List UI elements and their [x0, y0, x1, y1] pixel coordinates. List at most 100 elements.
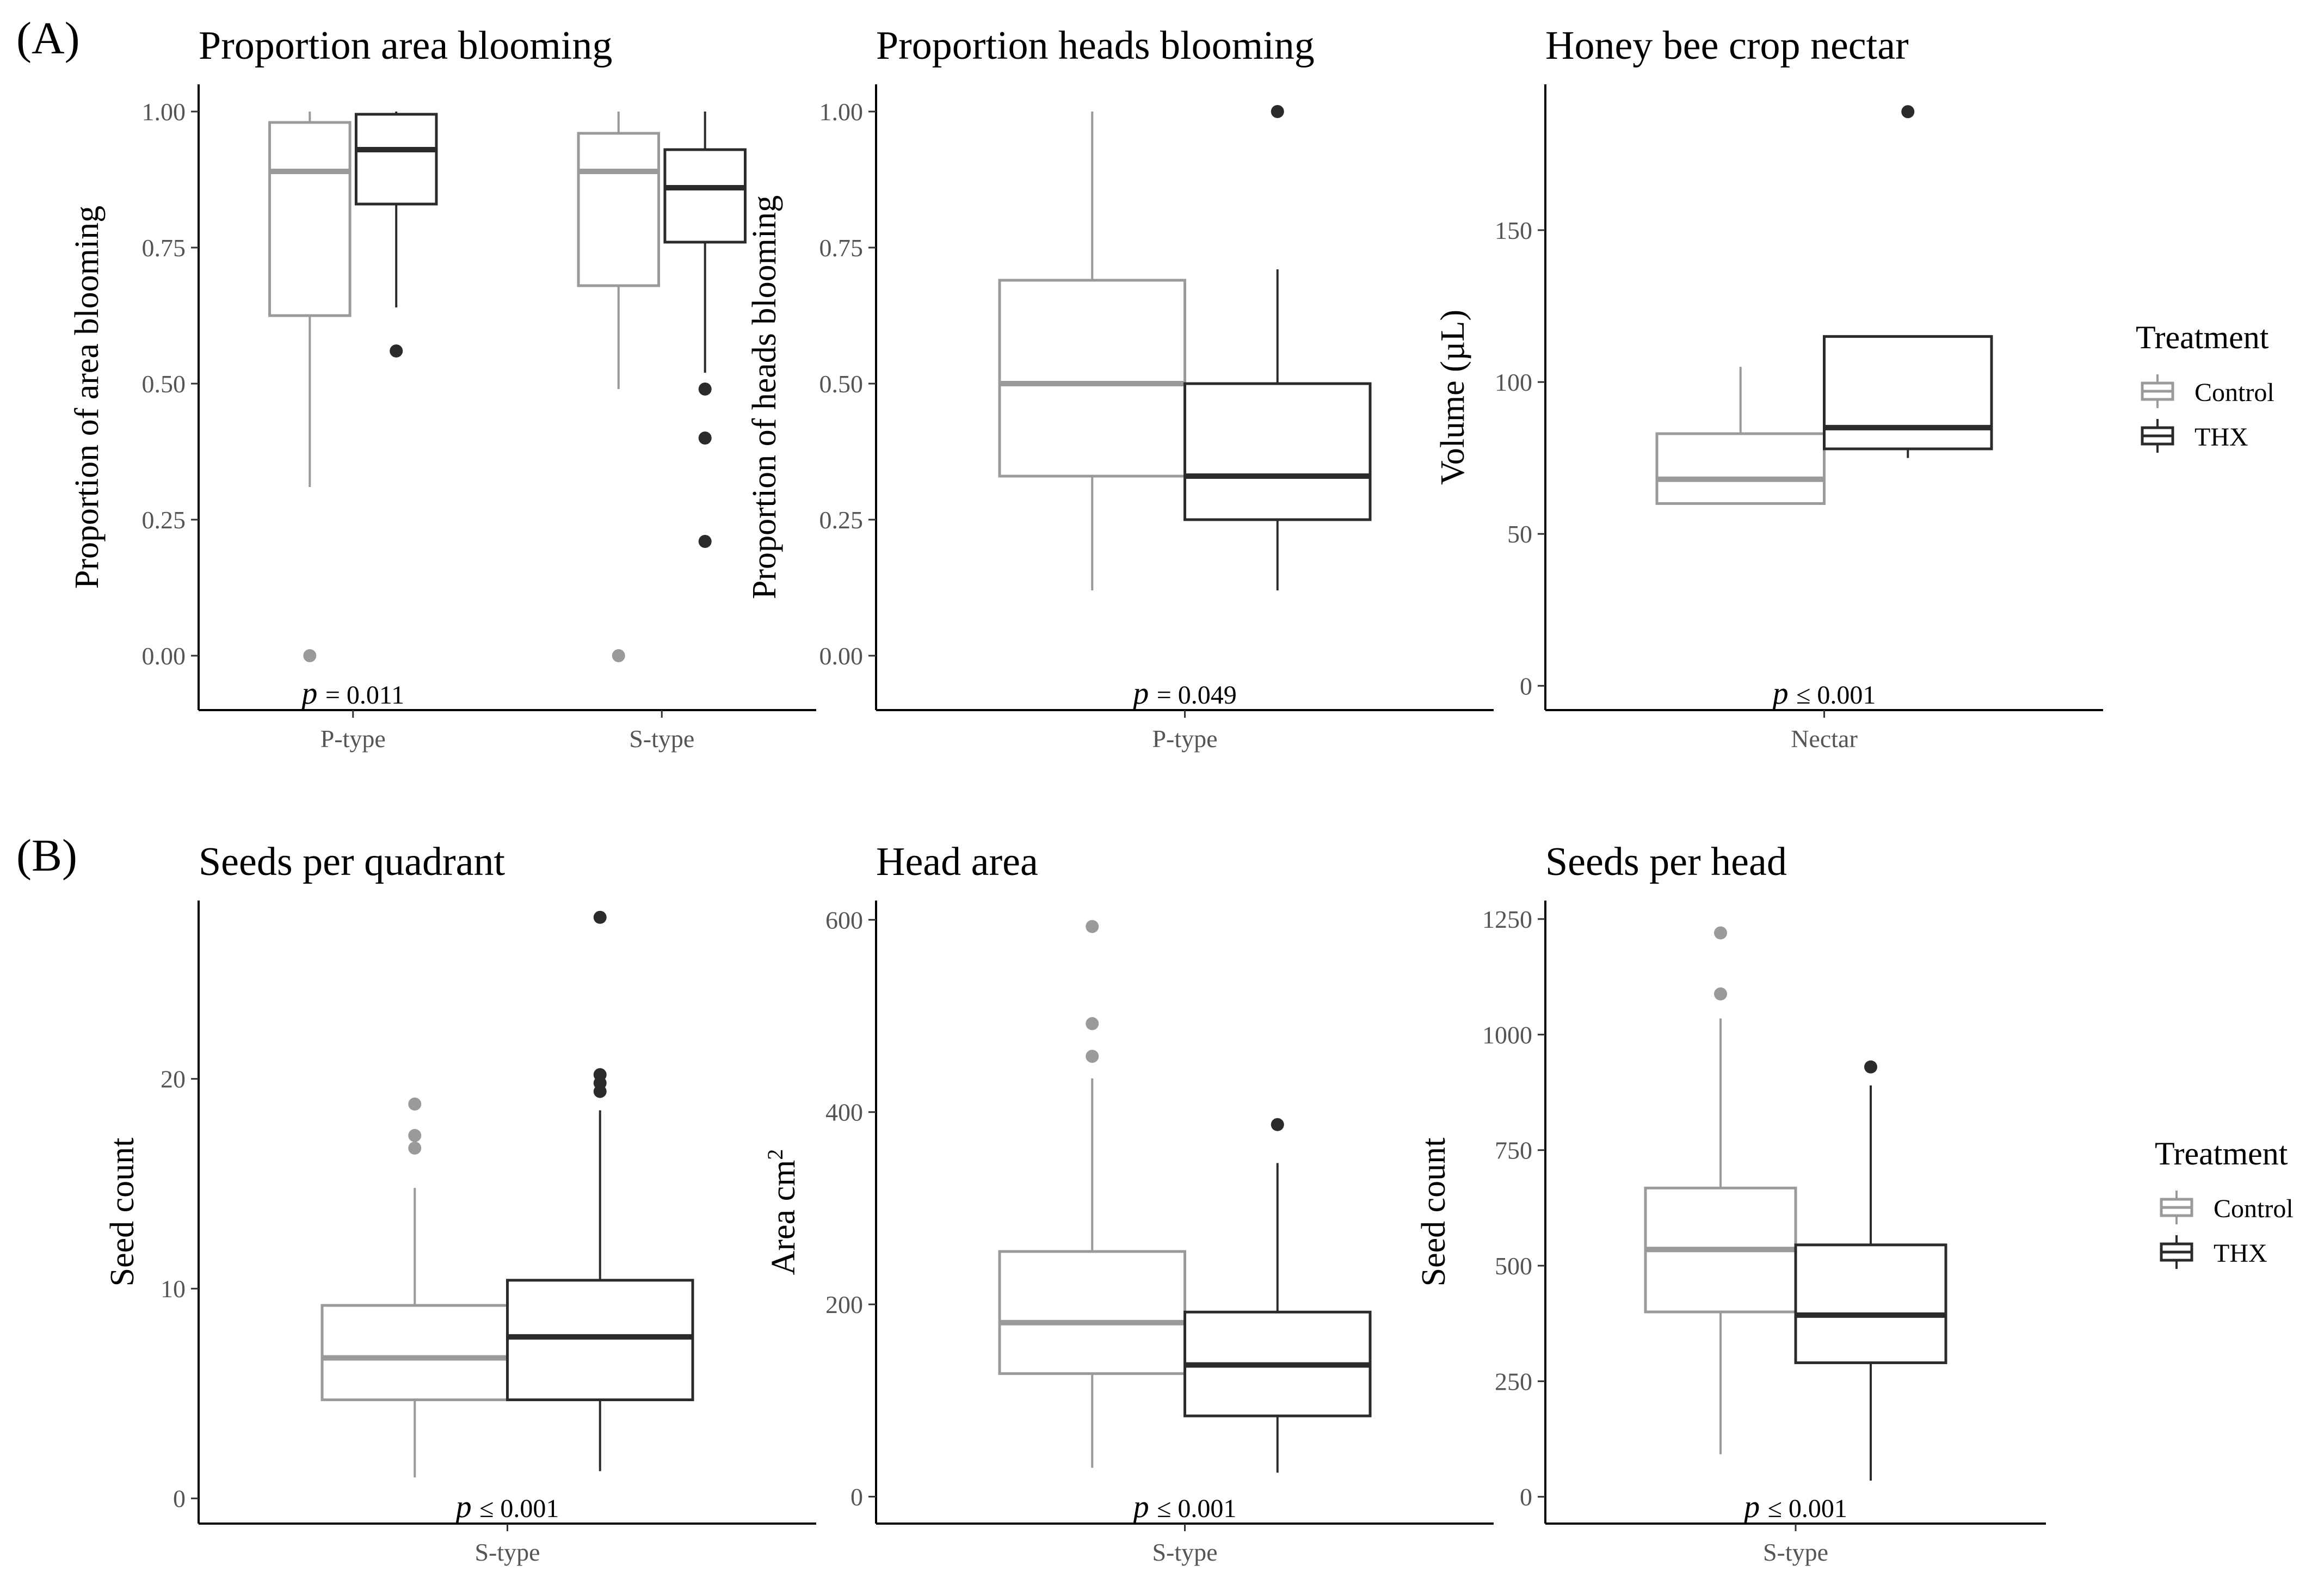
y-tick-label: 1.00 — [819, 98, 864, 126]
plot-4: Seeds per quadrant 0 10 20 Seed count S-type p… — [104, 840, 816, 1566]
plot-5: Head area 0 200 400 600 Area cm2 S-type p ≤ 0.0… — [763, 840, 1494, 1566]
plot-title: Seeds per head — [1545, 840, 1787, 884]
panel-label-b: (B) — [16, 830, 77, 881]
y-tick-label: 0.75 — [142, 234, 186, 262]
box-control-s-type — [320, 1097, 509, 1478]
legend-label-thx-b: THX — [2214, 1239, 2267, 1268]
plot-6: Seeds per head 0 250 500 750 1000 1250 Seed cou… — [1415, 840, 2046, 1566]
box-control-p-type — [998, 112, 1186, 590]
box — [663, 148, 747, 244]
legend-label-control: Control — [2194, 378, 2274, 407]
x-tick-label: Nectar — [1791, 725, 1858, 753]
p-value-symbol: p — [1131, 675, 1157, 711]
p-value-symbol: p — [299, 675, 325, 711]
y-tick-label: 0.50 — [819, 370, 864, 398]
y-tick-label: 0 — [173, 1485, 186, 1513]
y-tick-label: 1250 — [1482, 905, 1532, 933]
box — [577, 132, 661, 287]
legend-title-b: Treatment — [2155, 1136, 2288, 1172]
p-value-label: p = 0.011 — [299, 675, 404, 711]
plot-title: Proportion heads blooming — [876, 23, 1315, 68]
y-tick-label: 0 — [1520, 1483, 1532, 1511]
outlier-point — [1086, 1050, 1099, 1063]
outlier-point — [408, 1141, 422, 1155]
y-tick-label: 0 — [850, 1483, 863, 1511]
box — [998, 279, 1186, 478]
y-tick-label: 0 — [1520, 672, 1532, 700]
legend-title: Treatment — [2136, 319, 2269, 355]
box-control-s-type — [998, 920, 1186, 1468]
box — [1823, 335, 1993, 451]
x-tick-label: S-type — [1152, 1538, 1217, 1566]
p-value-label: p = 0.049 — [1131, 675, 1237, 711]
p-value-text: = 0.049 — [1157, 681, 1237, 710]
y-axis-title: Area cm2 — [763, 1149, 803, 1275]
y-tick-label: 150 — [1495, 217, 1532, 244]
plot-2: Proportion heads blooming 0.00 0.25 0.50 0.7… — [746, 23, 1494, 753]
y-tick-label: 10 — [161, 1275, 186, 1303]
p-value-text: ≤ 0.001 — [479, 1494, 559, 1523]
plot-3: Honey bee crop nectar 0 50 100 150 Volume (µL… — [1434, 23, 2103, 753]
plot-1: Proportion area blooming 0.00 0.25 0.50 0.75… — [69, 23, 816, 753]
box-control-s-type — [1644, 926, 1797, 1454]
outlier-point — [1086, 1017, 1099, 1031]
outlier-point — [1271, 1118, 1284, 1131]
y-tick-label: 0.25 — [819, 506, 864, 534]
outlier-point — [1086, 920, 1099, 933]
p-value-label: p ≤ 0.001 — [1771, 675, 1876, 711]
legend-bottom: Treatment Control THX — [2155, 1136, 2294, 1269]
box — [1655, 432, 1826, 505]
plot-title: Seeds per quadrant — [199, 840, 505, 884]
y-tick-label: 1000 — [1482, 1021, 1532, 1049]
y-tick-label: 0.25 — [142, 506, 186, 534]
box-control-nectar — [1655, 367, 1826, 505]
y-tick-label: 0.75 — [819, 234, 864, 262]
y-tick-label: 250 — [1495, 1367, 1532, 1395]
p-value-text: ≤ 0.001 — [1768, 1494, 1847, 1523]
y-tick-label: 400 — [825, 1099, 863, 1126]
outlier-point — [698, 535, 712, 548]
box — [998, 1250, 1186, 1375]
y-tick-label: 500 — [1495, 1252, 1532, 1280]
box — [1794, 1243, 1947, 1364]
outlier-point — [390, 344, 403, 357]
box — [506, 1279, 694, 1402]
x-tick-label: P-type — [320, 725, 386, 753]
y-tick-label: 0.00 — [142, 642, 186, 670]
box — [354, 113, 438, 206]
legend-top: Treatment Control THX — [2136, 319, 2274, 453]
p-value-text: ≤ 0.001 — [1157, 1494, 1236, 1523]
plots: Proportion area blooming 0.00 0.25 0.50 0.75… — [69, 23, 2103, 1566]
outlier-point — [1901, 105, 1915, 119]
box-thx-p-type — [1183, 105, 1372, 590]
y-axis-title-superscript: 2 — [763, 1149, 787, 1160]
plot-title: Honey bee crop nectar — [1545, 23, 1909, 68]
plot-title: Proportion area blooming — [199, 23, 612, 68]
y-tick-label: 750 — [1495, 1137, 1532, 1164]
legend-label-control-b: Control — [2214, 1194, 2294, 1223]
box-thx-s-type — [506, 910, 694, 1471]
p-value-text: ≤ 0.001 — [1796, 681, 1876, 710]
y-axis-title: Proportion of heads blooming — [746, 195, 783, 599]
p-value-label: p ≤ 0.001 — [1131, 1489, 1237, 1524]
box-thx-nectar — [1823, 105, 1993, 458]
outlier-point — [1271, 105, 1284, 118]
p-value-symbol: p — [1131, 1489, 1157, 1524]
box-control-s-type — [577, 112, 661, 662]
x-tick-label: S-type — [629, 725, 694, 753]
outlier-point — [698, 383, 712, 396]
outlier-point — [612, 649, 625, 662]
box-thx-s-type — [663, 112, 747, 548]
y-axis-title: Seed count — [1415, 1138, 1452, 1287]
box — [320, 1304, 509, 1402]
outlier-point — [408, 1129, 422, 1142]
outlier-point — [593, 910, 607, 924]
outlier-point — [698, 432, 712, 445]
y-tick-label: 20 — [161, 1065, 186, 1093]
p-value-symbol: p — [454, 1489, 480, 1524]
p-value-symbol: p — [1771, 675, 1797, 711]
y-tick-label: 200 — [825, 1291, 863, 1318]
outlier-point — [1714, 987, 1727, 1001]
x-tick-label: P-type — [1152, 725, 1217, 753]
